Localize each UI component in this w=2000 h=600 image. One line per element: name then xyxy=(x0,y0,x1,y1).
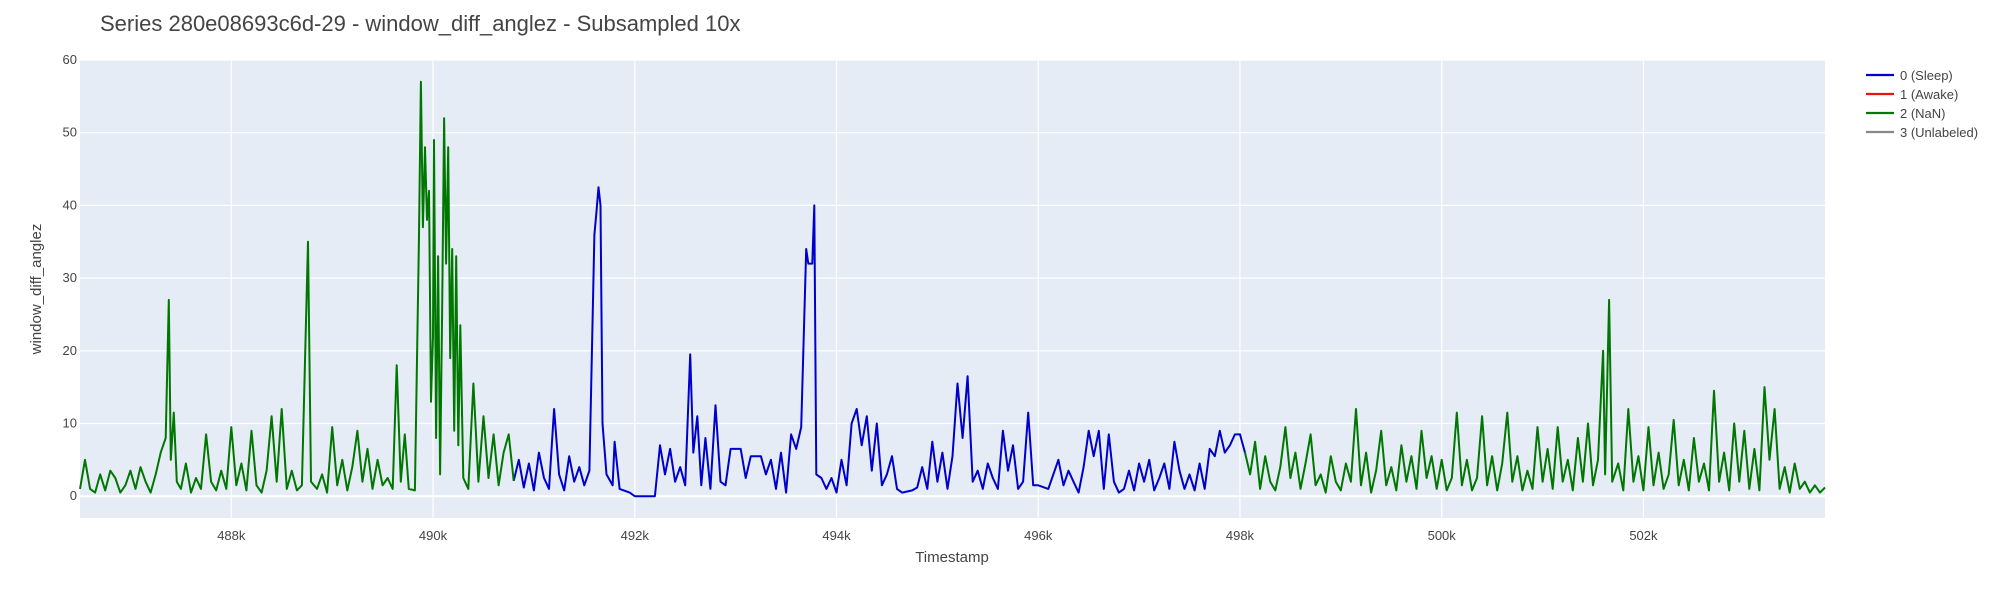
x-tick-label: 490k xyxy=(419,528,448,543)
y-tick-label: 0 xyxy=(70,488,77,503)
legend-label: 1 (Awake) xyxy=(1900,87,1958,102)
legend-label: 3 (Unlabeled) xyxy=(1900,125,1978,140)
chart-title: Series 280e08693c6d-29 - window_diff_ang… xyxy=(100,11,740,36)
x-tick-label: 500k xyxy=(1428,528,1457,543)
y-axis-ticks: 0 10 20 30 40 50 60 xyxy=(63,52,77,503)
y-tick-label: 40 xyxy=(63,197,77,212)
legend-item[interactable]: 2 (NaN) xyxy=(1866,106,1946,121)
series-lines xyxy=(79,80,1826,498)
y-tick-label: 60 xyxy=(63,52,77,67)
series-line-2 xyxy=(79,80,515,494)
x-tick-label: 494k xyxy=(822,528,851,543)
y-tick-label: 20 xyxy=(63,343,77,358)
series-line-3 xyxy=(1244,298,1826,494)
series-line-0 xyxy=(512,186,1246,498)
y-tick-label: 50 xyxy=(63,125,77,140)
y-axis-title: window_diff_anglez xyxy=(28,224,45,356)
legend-label: 2 (NaN) xyxy=(1900,106,1946,121)
legend-item[interactable]: 1 (Awake) xyxy=(1866,87,1958,102)
legend-item[interactable]: 0 (Sleep) xyxy=(1866,68,1953,83)
legend[interactable]: 0 (Sleep) 1 (Awake) 2 (NaN) 3 (Unlabeled) xyxy=(1866,68,1978,140)
x-tick-label: 492k xyxy=(621,528,650,543)
x-tick-label: 502k xyxy=(1629,528,1658,543)
x-axis-title: Timestamp xyxy=(915,549,989,566)
x-tick-label: 496k xyxy=(1024,528,1053,543)
x-tick-label: 498k xyxy=(1226,528,1255,543)
x-axis-ticks: 488k 490k 492k 494k 496k 498k 500k 502k xyxy=(217,528,1658,543)
legend-label: 0 (Sleep) xyxy=(1900,68,1953,83)
legend-item[interactable]: 3 (Unlabeled) xyxy=(1866,125,1978,140)
y-tick-label: 10 xyxy=(63,415,77,430)
y-tick-label: 30 xyxy=(63,270,77,285)
x-tick-label: 488k xyxy=(217,528,246,543)
grid-lines xyxy=(80,59,1825,518)
